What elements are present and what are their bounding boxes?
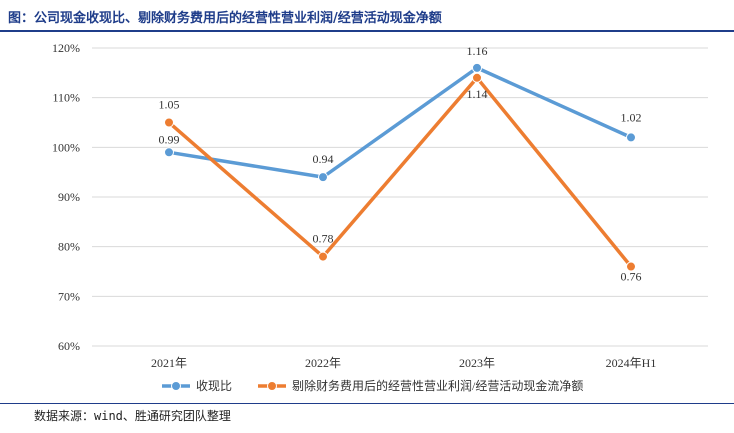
y-tick-label: 70% <box>58 289 80 303</box>
legend-marker <box>171 381 181 391</box>
y-tick-label: 60% <box>58 339 80 353</box>
data-label: 0.78 <box>313 232 334 246</box>
y-tick-label: 90% <box>58 190 80 204</box>
data-label: 0.76 <box>621 270 642 284</box>
data-point <box>626 261 636 272</box>
data-label: 0.94 <box>313 152 334 166</box>
data-point <box>164 117 174 128</box>
line-chart: 120% 110% 100% 90% 80% 70% 60% 2021年 2022年 2023年… <box>52 41 708 393</box>
data-point <box>626 132 636 143</box>
data-point <box>318 172 328 183</box>
source-note: 数据来源：wind、胜通研究团队整理 <box>34 409 231 423</box>
legend-marker <box>267 381 277 391</box>
data-label: 1.16 <box>467 44 488 58</box>
y-tick-label: 120% <box>52 41 80 55</box>
legend-label: 剔除财务费用后的经营性营业利润/经营活动现金流净额 <box>292 378 583 393</box>
source-divider <box>0 403 734 404</box>
title-divider <box>0 30 734 32</box>
x-tick-label: 2024年H1 <box>606 356 657 370</box>
series-line <box>167 76 633 268</box>
x-tick-label: 2021年 <box>151 356 187 370</box>
legend-label: 收现比 <box>196 379 232 393</box>
data-point <box>318 251 328 262</box>
data-label: 1.14 <box>467 87 488 101</box>
data-label: 1.05 <box>159 98 180 112</box>
x-tick-label: 2022年 <box>305 356 341 370</box>
series-line <box>168 66 632 179</box>
data-label: 1.02 <box>621 110 642 124</box>
data-point <box>472 72 482 83</box>
title-bar: 图：公司现金收现比、剔除财务费用后的经营性营业利润/经营活动现金净额 <box>0 0 734 30</box>
y-tick-label: 80% <box>58 240 80 254</box>
y-tick-label: 110% <box>52 91 80 105</box>
chart-title: 图：公司现金收现比、剔除财务费用后的经营性营业利润/经营活动现金净额 <box>8 11 442 26</box>
data-point <box>164 147 174 158</box>
x-tick-label: 2023年 <box>459 356 495 370</box>
data-label: 0.99 <box>159 132 180 146</box>
y-tick-label: 100% <box>52 140 80 154</box>
data-point <box>472 62 482 73</box>
